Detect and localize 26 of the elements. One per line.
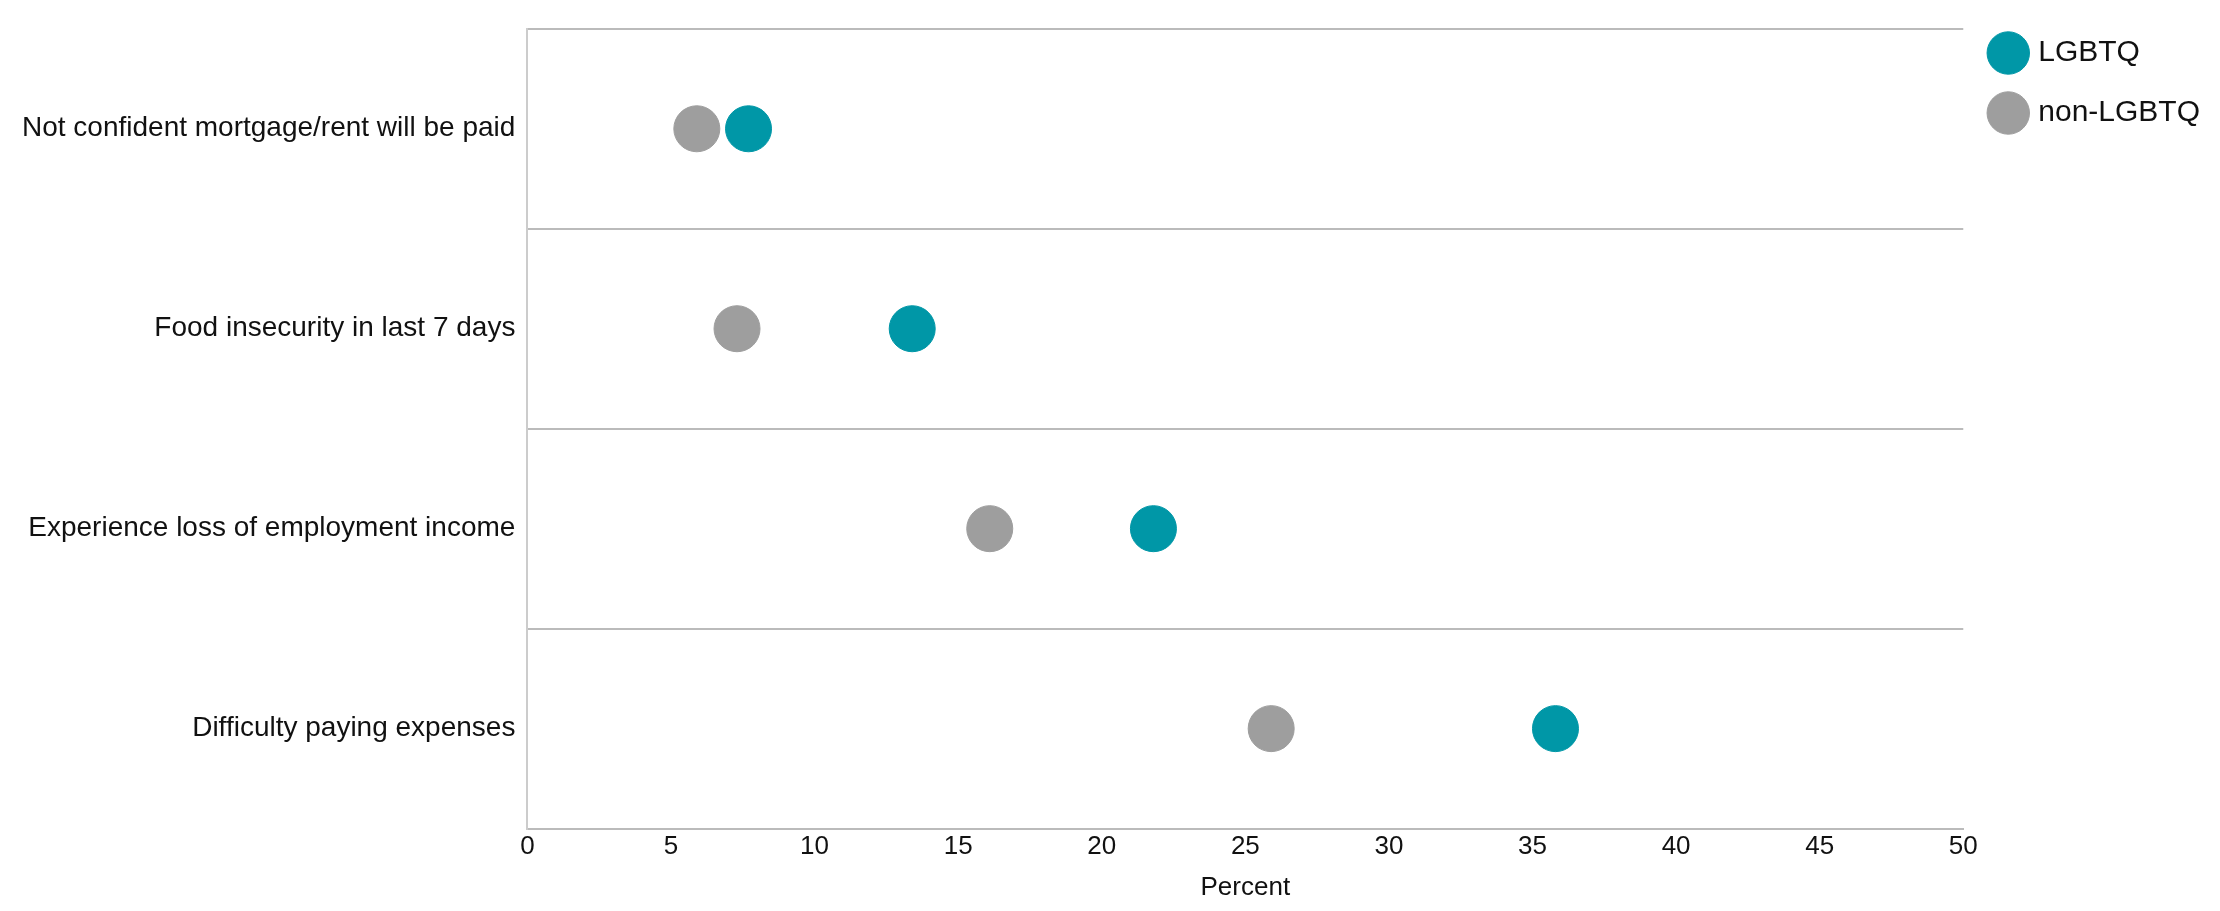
point	[1531, 705, 1579, 753]
x-tick-label: 35	[1518, 830, 1547, 861]
point	[1247, 705, 1295, 753]
legend-label: non-LGBTQ	[2038, 94, 2200, 128]
x-tick-label: 0	[520, 830, 535, 861]
x-tick-label: 15	[943, 830, 973, 861]
x-tick-label: 10	[800, 830, 830, 861]
point	[966, 505, 1014, 553]
x-tick-label: 25	[1230, 830, 1260, 861]
legend-label: LGBTQ	[2038, 34, 2140, 68]
y-tick-label: Difficulty paying expenses	[192, 711, 516, 743]
point	[713, 305, 761, 353]
x-tick-label: 20	[1087, 830, 1117, 861]
x-tick-label: 5	[663, 830, 679, 861]
x-tick-label: 45	[1805, 830, 1835, 861]
y-tick-label: Not confident mortgage/rent will be paid	[22, 111, 516, 143]
point	[673, 105, 721, 153]
x-tick-label: 50	[1948, 830, 1978, 861]
point	[1129, 505, 1177, 553]
x-axis-title: Percent	[1200, 870, 1291, 901]
x-tick-label: 40	[1661, 830, 1691, 861]
y-tick-label: Food insecurity in last 7 days	[154, 311, 516, 343]
point	[725, 105, 773, 153]
x-tick-label: 30	[1374, 830, 1404, 861]
point	[888, 305, 936, 353]
y-tick-label: Experience loss of employment income	[28, 511, 516, 543]
